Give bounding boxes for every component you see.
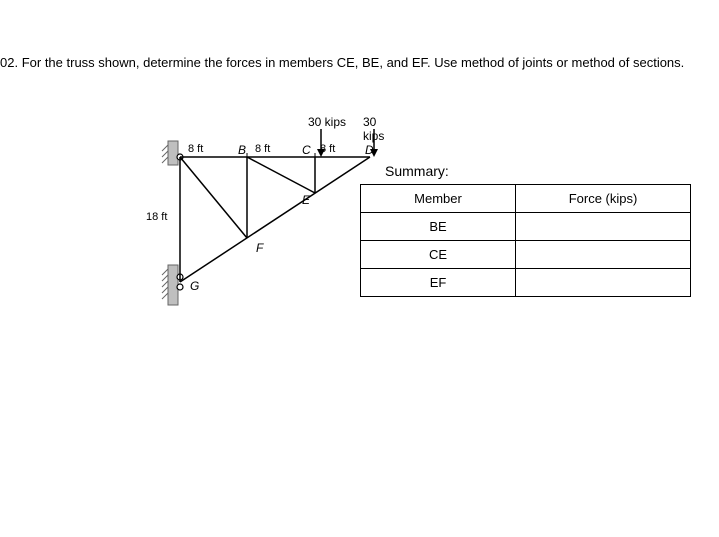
member-gd bbox=[180, 157, 370, 282]
arrow-c-head bbox=[317, 149, 325, 157]
table-row: BE bbox=[361, 213, 691, 241]
summary-area: Summary: Member Force (kips) BE CE EF bbox=[360, 163, 691, 297]
cell-member: CE bbox=[361, 241, 516, 269]
cell-force bbox=[516, 213, 691, 241]
question-text: 02. For the truss shown, determine the f… bbox=[0, 55, 684, 70]
cell-member: EF bbox=[361, 269, 516, 297]
cell-member: BE bbox=[361, 213, 516, 241]
truss-diagram: 30 kips 30 kips A B C D E F G 8 ft 8 ft … bbox=[80, 115, 370, 325]
summary-table: Member Force (kips) BE CE EF bbox=[360, 184, 691, 297]
cell-force bbox=[516, 269, 691, 297]
table-row: CE bbox=[361, 241, 691, 269]
question-number: 02. bbox=[0, 55, 18, 70]
support-g bbox=[168, 265, 178, 305]
member-af bbox=[180, 157, 247, 238]
roller-g2 bbox=[177, 284, 183, 290]
arrow-d-head bbox=[370, 149, 378, 157]
cell-force bbox=[516, 241, 691, 269]
support-a bbox=[168, 141, 178, 165]
table-header-row: Member Force (kips) bbox=[361, 185, 691, 213]
header-force: Force (kips) bbox=[516, 185, 691, 213]
summary-title: Summary: bbox=[360, 163, 691, 179]
header-member: Member bbox=[361, 185, 516, 213]
truss-svg bbox=[80, 115, 400, 325]
question-body: For the truss shown, determine the force… bbox=[22, 55, 685, 70]
member-be bbox=[247, 157, 315, 193]
table-row: EF bbox=[361, 269, 691, 297]
